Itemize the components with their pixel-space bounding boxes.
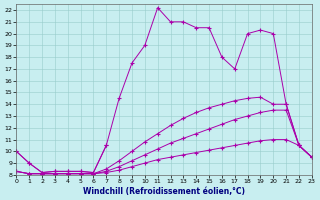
X-axis label: Windchill (Refroidissement éolien,°C): Windchill (Refroidissement éolien,°C) (83, 187, 245, 196)
